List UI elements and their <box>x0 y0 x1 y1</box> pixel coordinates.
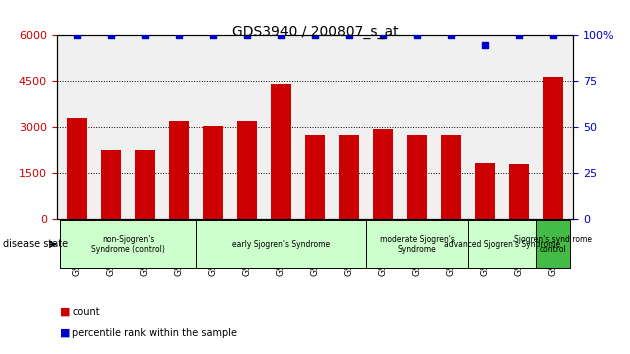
Text: percentile rank within the sample: percentile rank within the sample <box>72 328 238 338</box>
Bar <box>339 135 359 219</box>
Bar <box>475 163 495 219</box>
Bar <box>169 121 189 219</box>
Point <box>378 33 388 38</box>
Point <box>344 33 354 38</box>
Bar <box>508 164 529 219</box>
Point <box>446 33 456 38</box>
Bar <box>542 77 563 219</box>
Point <box>514 33 524 38</box>
Text: count: count <box>72 307 100 316</box>
Point <box>276 33 286 38</box>
Text: non-Sjogren's
Syndrome (control): non-Sjogren's Syndrome (control) <box>91 235 165 254</box>
Bar <box>305 135 325 219</box>
Text: early Sjogren's Syndrome: early Sjogren's Syndrome <box>232 240 330 249</box>
Text: moderate Sjogren's
Syndrome: moderate Sjogren's Syndrome <box>379 235 454 254</box>
FancyBboxPatch shape <box>366 221 468 268</box>
Bar <box>135 150 155 219</box>
Point <box>412 33 422 38</box>
Bar <box>271 85 291 219</box>
Bar <box>203 126 223 219</box>
FancyBboxPatch shape <box>536 221 570 268</box>
Point <box>106 33 116 38</box>
Text: GDS3940 / 200807_s_at: GDS3940 / 200807_s_at <box>232 25 398 39</box>
Text: ■: ■ <box>60 307 71 316</box>
Point <box>310 33 320 38</box>
Text: ■: ■ <box>60 328 71 338</box>
Bar <box>407 135 427 219</box>
FancyBboxPatch shape <box>196 221 366 268</box>
Bar <box>237 121 257 219</box>
Point <box>208 33 218 38</box>
Bar <box>441 135 461 219</box>
Text: Sjogren's synd rome
control: Sjogren's synd rome control <box>514 235 592 254</box>
Point <box>72 33 82 38</box>
Bar <box>101 150 121 219</box>
Bar <box>373 129 393 219</box>
Point <box>548 33 558 38</box>
Point <box>480 42 490 47</box>
Text: advanced Sjogren's Syndrome: advanced Sjogren's Syndrome <box>444 240 560 249</box>
Bar <box>67 118 88 219</box>
Point <box>242 33 252 38</box>
FancyBboxPatch shape <box>60 221 196 268</box>
FancyBboxPatch shape <box>468 221 536 268</box>
Text: disease state: disease state <box>3 239 68 249</box>
Point <box>174 33 184 38</box>
Point <box>140 33 150 38</box>
